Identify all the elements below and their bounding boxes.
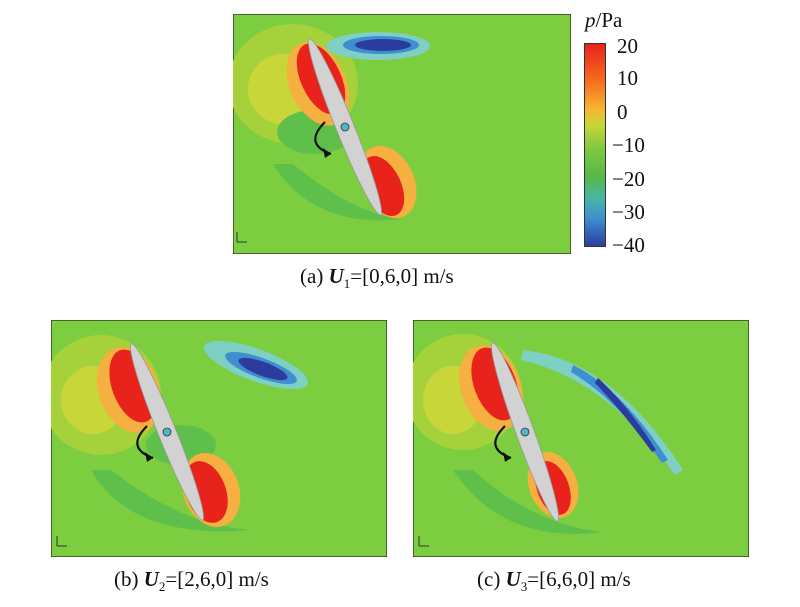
caption-c: (c) U3=[6,6,0] m/s: [477, 567, 631, 595]
caption-c-var: U: [505, 567, 521, 591]
colorbar-tick: −30: [612, 200, 645, 224]
caption-b-value: =[2,6,0] m/s: [165, 567, 269, 591]
colorbar: [584, 43, 606, 247]
caption-a: (a) U1=[0,6,0] m/s: [300, 264, 454, 292]
caption-c-label: (c): [477, 567, 501, 591]
caption-a-sub: 1: [343, 276, 351, 292]
colorbar-variable: p: [585, 8, 596, 32]
colorbar-tick: 20: [617, 34, 638, 58]
colorbar-tick: −40: [612, 233, 645, 257]
caption-b-sub: 2: [158, 579, 166, 595]
caption-a-var: U: [328, 264, 344, 288]
panel-b-contour: [51, 320, 387, 557]
caption-b: (b) U2=[2,6,0] m/s: [114, 567, 269, 595]
caption-b-var: U: [143, 567, 159, 591]
colorbar-unit: /Pa: [595, 8, 623, 32]
colorbar-tick: 0: [617, 100, 628, 124]
caption-c-sub: 3: [520, 579, 528, 595]
caption-a-value: =[0,6,0] m/s: [350, 264, 454, 288]
panel-c-contour: [413, 320, 749, 557]
caption-a-label: (a): [300, 264, 324, 288]
colorbar-title: p/Pa: [585, 8, 622, 33]
caption-b-label: (b): [114, 567, 139, 591]
panel-a-contour: [233, 14, 571, 254]
colorbar-tick: 10: [617, 66, 638, 90]
colorbar-tick: −20: [612, 167, 645, 191]
colorbar-tick: −10: [612, 133, 645, 157]
caption-c-value: =[6,6,0] m/s: [527, 567, 631, 591]
